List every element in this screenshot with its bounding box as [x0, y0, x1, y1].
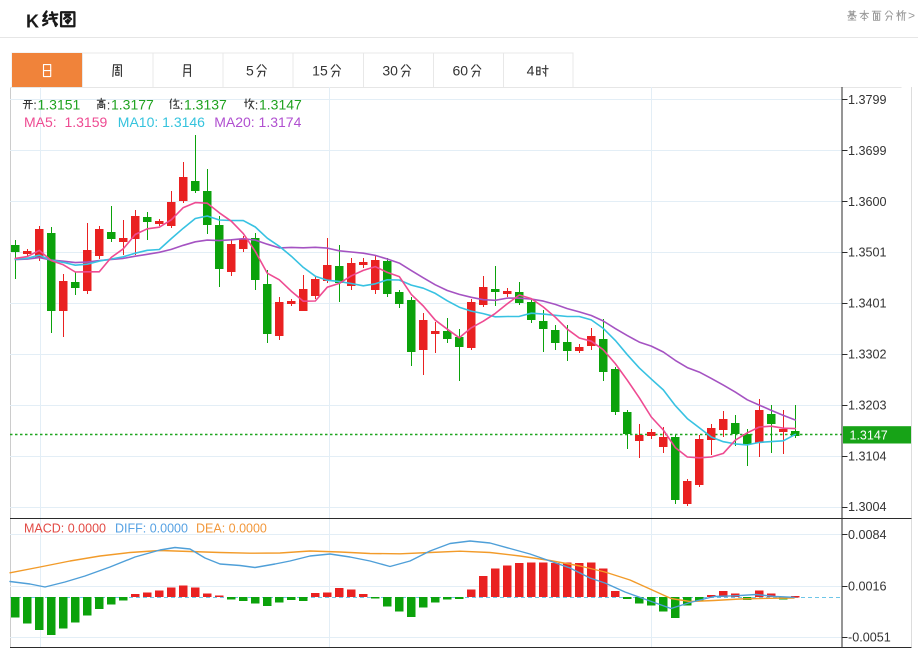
svg-text::: : [180, 98, 184, 113]
svg-text::: : [33, 98, 37, 113]
svg-text:MA20: 1.3174: MA20: 1.3174 [214, 114, 301, 130]
svg-text:DIFF: 0.0000: DIFF: 0.0000 [115, 522, 188, 536]
svg-text:1.3600: 1.3600 [848, 195, 887, 209]
svg-text:1.3501: 1.3501 [848, 246, 887, 260]
svg-text:DEA: 0.0000: DEA: 0.0000 [196, 522, 267, 536]
svg-text:MACD: 0.0000: MACD: 0.0000 [24, 522, 106, 536]
svg-text::: : [255, 98, 259, 113]
svg-text:15: 15 [312, 63, 328, 79]
svg-text:60: 60 [452, 63, 468, 79]
svg-text:30: 30 [382, 63, 398, 79]
svg-text:1.3151: 1.3151 [38, 97, 81, 113]
svg-text:0.0084: 0.0084 [848, 528, 887, 542]
svg-text:MA5: 1.3159: MA5: 1.3159 [24, 114, 107, 130]
svg-text:1.3177: 1.3177 [111, 97, 154, 113]
svg-text:1.3137: 1.3137 [184, 97, 227, 113]
svg-text:1.3699: 1.3699 [848, 144, 887, 158]
svg-text:1.3147: 1.3147 [850, 428, 888, 442]
svg-text:K: K [26, 12, 39, 32]
svg-text:1.3147: 1.3147 [259, 97, 302, 113]
svg-text:5: 5 [246, 63, 254, 79]
svg-text:4: 4 [527, 63, 535, 79]
svg-text:0.0016: 0.0016 [848, 580, 887, 594]
svg-text:1.3203: 1.3203 [848, 398, 887, 412]
svg-text:1.3799: 1.3799 [848, 93, 887, 107]
svg-text:1.3302: 1.3302 [848, 348, 887, 362]
svg-text:>: > [908, 9, 915, 23]
svg-text:1.3104: 1.3104 [848, 449, 887, 463]
svg-text:MA10: 1.3146: MA10: 1.3146 [118, 114, 205, 130]
svg-text::: : [107, 98, 111, 113]
svg-text:1.3004: 1.3004 [848, 500, 887, 514]
svg-text:-0.0051: -0.0051 [848, 631, 891, 645]
svg-text:1.3401: 1.3401 [848, 297, 887, 311]
